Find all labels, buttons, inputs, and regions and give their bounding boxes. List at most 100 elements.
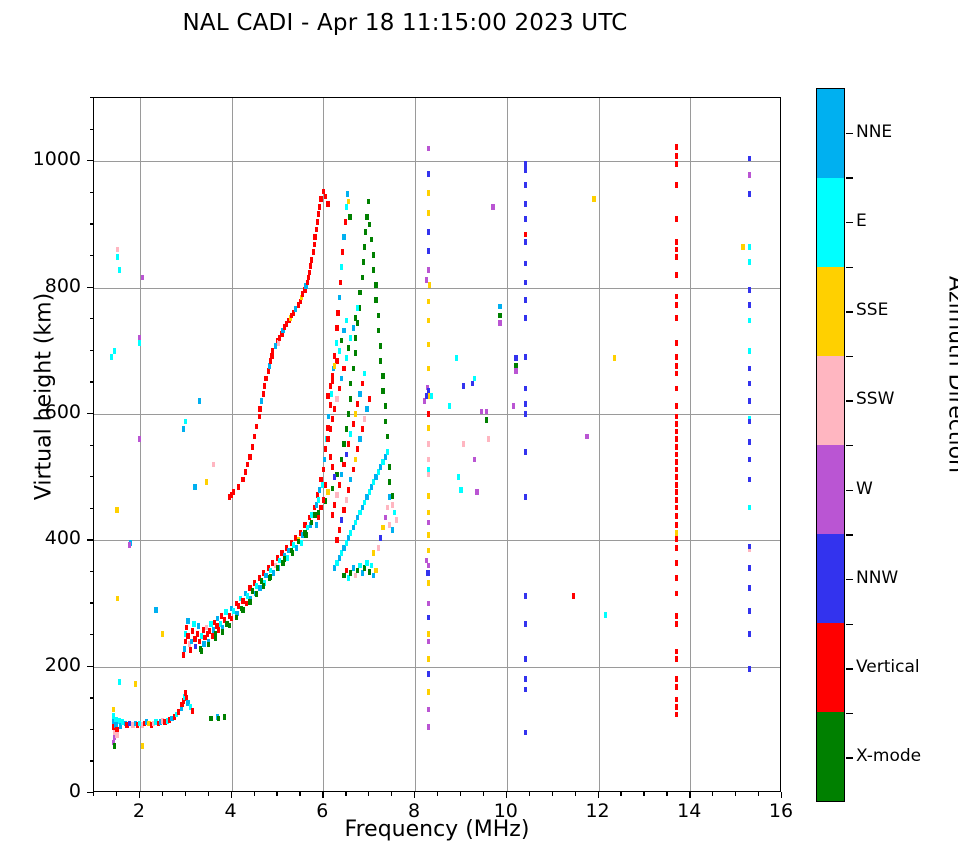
data-point [324,498,328,504]
data-point [360,274,364,281]
data-point [748,155,752,162]
data-point [674,160,679,167]
data-point [427,388,431,394]
data-point [161,718,165,724]
data-point [248,454,252,460]
data-point [138,720,142,727]
data-point [213,630,218,637]
data-point [181,697,186,704]
data-point [427,298,431,305]
data-point [427,614,431,621]
data-point [223,714,227,720]
data-point [239,595,243,602]
data-point [367,221,371,228]
data-point [316,218,320,225]
data-point [353,350,358,357]
data-point [312,504,316,511]
data-point [328,383,332,389]
data-point [346,345,351,352]
data-point [243,469,247,475]
data-point [264,572,268,579]
data-point [381,459,385,465]
data-point [337,385,341,392]
data-point [307,514,312,521]
data-point [349,529,353,536]
data-point [258,585,262,592]
data-point [278,557,282,564]
data-point [674,246,679,253]
data-point [390,493,394,499]
y-tick [87,539,93,541]
data-point [484,408,488,415]
data-point [337,527,341,533]
data-point [337,555,341,561]
data-point [246,461,250,468]
data-point [383,514,387,521]
data-point [335,395,339,402]
data-point [523,400,527,407]
data-point [118,723,123,729]
data-point [236,484,241,491]
data-point [392,509,397,516]
data-point [372,267,376,273]
data-point [301,291,305,297]
data-point [289,312,293,319]
data-point [227,494,231,501]
y-tick-minor [89,97,93,99]
data-point [748,418,752,425]
data-point [674,451,679,458]
colorbar-label: NNE [856,121,893,142]
data-point [748,365,752,372]
data-point [340,375,344,382]
x-tick-minor [299,792,301,796]
data-point [479,408,484,415]
data-point [317,211,321,218]
data-point [183,694,187,700]
data-point [244,600,248,607]
data-point [374,297,378,303]
y-tick-minor [89,476,93,478]
colorbar-boundary-tick [846,177,853,179]
data-point [674,656,679,662]
data-point [674,302,679,309]
y-tick-minor [89,570,93,573]
data-point [748,456,752,463]
colorbar-title: Azimuth Direction [943,275,958,474]
x-tick-label: 6 [316,800,329,822]
data-point [310,512,314,518]
data-point [427,671,431,678]
data-point [218,620,222,627]
data-point [266,368,270,374]
data-point [424,557,429,564]
data-point [321,466,325,473]
data-point [674,254,679,261]
colorbar-segment [817,712,844,801]
data-point [427,441,431,448]
data-point [117,267,121,273]
data-point [196,623,201,630]
data-point [236,603,241,609]
data-point [475,489,479,496]
data-point [232,608,236,614]
y-tick-minor [89,760,93,762]
data-point [111,713,115,719]
data-point [346,441,351,448]
data-point [348,213,352,220]
data-point [523,448,527,455]
data-point [470,380,474,387]
data-point [321,188,325,195]
data-point [748,398,752,405]
data-point [111,706,115,713]
data-point [346,198,351,205]
data-point [170,715,174,722]
data-point [336,309,340,316]
data-point [369,484,374,491]
x-tick [597,792,599,798]
data-point [181,652,186,659]
data-point [425,384,430,391]
data-point [235,610,239,617]
data-point [674,459,679,465]
data-point [369,562,374,569]
colorbar-label: NNW [856,567,899,588]
data-point [220,629,225,635]
